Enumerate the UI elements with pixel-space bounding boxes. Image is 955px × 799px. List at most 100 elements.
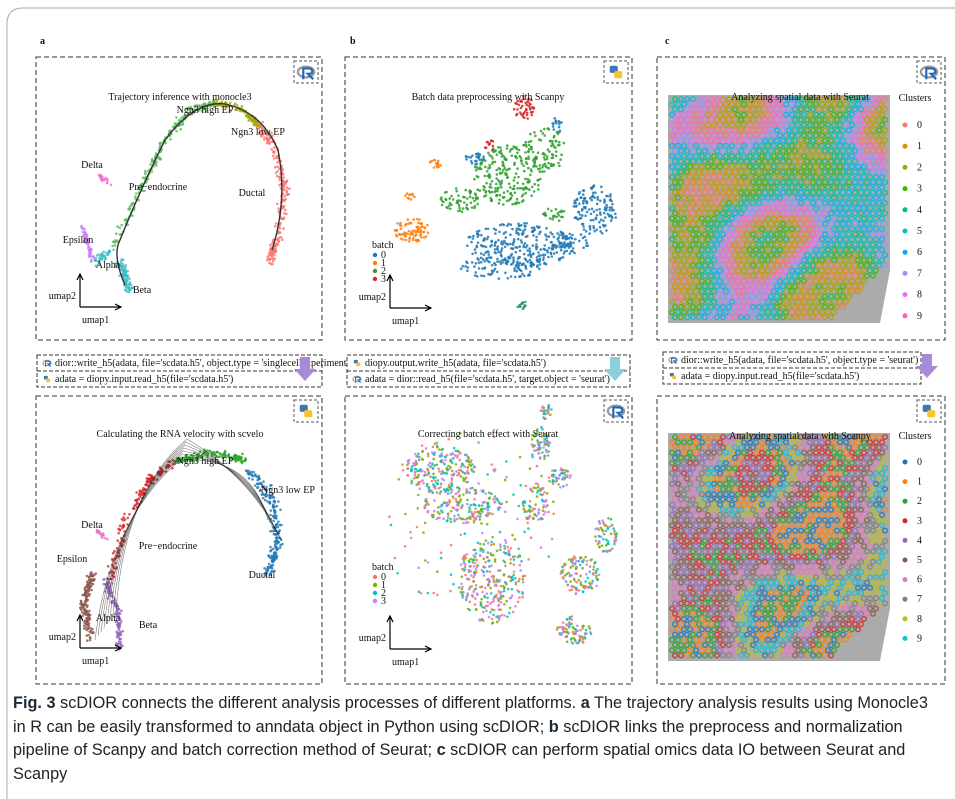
cell-dot: [519, 249, 522, 252]
cell-dot: [473, 565, 476, 568]
cell-dot: [479, 516, 482, 519]
cell-dot: [264, 499, 267, 502]
cell-dot: [426, 474, 429, 477]
cell-dot: [585, 573, 588, 576]
cell-dot: [524, 225, 527, 228]
cell-dot: [448, 197, 451, 200]
cell-dot: [111, 245, 114, 248]
cell-dot: [277, 526, 280, 529]
cell-dot: [553, 128, 556, 131]
cell-dot: [477, 197, 480, 200]
cell-dot: [484, 507, 487, 510]
axis-arrow: [390, 305, 431, 311]
cell-dot: [279, 227, 282, 230]
cell-dot: [81, 594, 84, 597]
axis-arrow: [80, 304, 121, 310]
cell-dot: [532, 253, 535, 256]
cell-dot: [465, 521, 468, 524]
cell-dot: [436, 445, 439, 448]
cell-dot: [275, 523, 278, 526]
cell-dot: [421, 225, 424, 228]
cell-dot: [506, 243, 509, 246]
cell-dot: [505, 501, 508, 504]
cell-dot: [555, 155, 558, 158]
cell-dot: [529, 108, 532, 111]
cell-dot: [481, 504, 484, 507]
cell-dot: [447, 492, 450, 495]
cell-dot: [472, 554, 475, 557]
cell-dot: [591, 208, 594, 211]
cell-dot: [523, 253, 526, 256]
cell-dot: [408, 230, 411, 233]
cell-dot: [503, 224, 506, 227]
cell-dot: [235, 459, 238, 462]
cell-dot: [568, 626, 571, 629]
cell-dot: [579, 639, 582, 642]
cell-dot: [502, 196, 505, 199]
cell-dot: [425, 498, 428, 501]
cell-dot: [534, 135, 537, 138]
cell-dot: [531, 443, 534, 446]
cell-dot: [224, 450, 227, 453]
cell-dot: [515, 270, 518, 273]
cell-dot: [103, 583, 106, 586]
cell-dot: [543, 128, 546, 131]
cell-dot: [182, 123, 185, 126]
cell-dot: [140, 490, 143, 493]
cell-dot: [407, 197, 410, 200]
cell-dot: [518, 505, 521, 508]
cell-dot: [440, 552, 443, 555]
cell-dot: [526, 518, 529, 521]
code-line: adata = diopy.input.read_h5(file='scdata…: [55, 374, 233, 385]
cell-dot: [532, 517, 535, 520]
cell-dot: [549, 231, 552, 234]
cell-dot: [532, 107, 535, 110]
cell-dot: [578, 560, 581, 563]
cell-dot: [509, 234, 512, 237]
cell-dot: [571, 234, 574, 237]
cell-dot: [277, 241, 280, 244]
cell-dot: [408, 238, 411, 241]
cell-dot: [542, 213, 545, 216]
cell-dot: [449, 202, 452, 205]
cell-dot: [601, 544, 604, 547]
cell-dot: [568, 558, 571, 561]
cell-dot: [461, 575, 464, 578]
cell-dot: [407, 467, 410, 470]
cell-dot: [510, 576, 513, 579]
cell-dot: [566, 618, 569, 621]
cell-dot: [491, 608, 494, 611]
cell-dot: [482, 185, 485, 188]
cell-dot: [470, 160, 473, 163]
cell-dot: [455, 498, 458, 501]
cell-dot: [98, 174, 101, 177]
cell-dot: [488, 143, 491, 146]
cell-dot: [508, 551, 511, 554]
cell-dot: [511, 154, 514, 157]
cell-dot: [487, 152, 490, 155]
cell-dot: [479, 159, 482, 162]
cell-dot: [465, 599, 468, 602]
cell-dot: [579, 637, 582, 640]
cell-dot: [487, 502, 490, 505]
cell-dot: [516, 518, 519, 521]
cell-dot: [476, 203, 479, 206]
cell-dot: [585, 239, 588, 242]
cell-dot: [453, 515, 456, 518]
cell-dot: [502, 203, 505, 206]
cell-dot: [123, 513, 126, 516]
cell-dot: [541, 518, 544, 521]
cell-dot: [544, 500, 547, 503]
cell-dot: [523, 531, 526, 534]
cell-dot: [274, 511, 277, 514]
cell-dot: [280, 218, 283, 221]
cell-dot: [487, 273, 490, 276]
cell-dot: [521, 233, 524, 236]
cell-dot: [175, 116, 178, 119]
cell-dot: [283, 189, 286, 192]
cell-dot: [540, 441, 543, 444]
cell-dot: [614, 537, 617, 540]
cell-dot: [477, 482, 480, 485]
cell-dot: [582, 225, 585, 228]
cell-dot: [488, 616, 491, 619]
